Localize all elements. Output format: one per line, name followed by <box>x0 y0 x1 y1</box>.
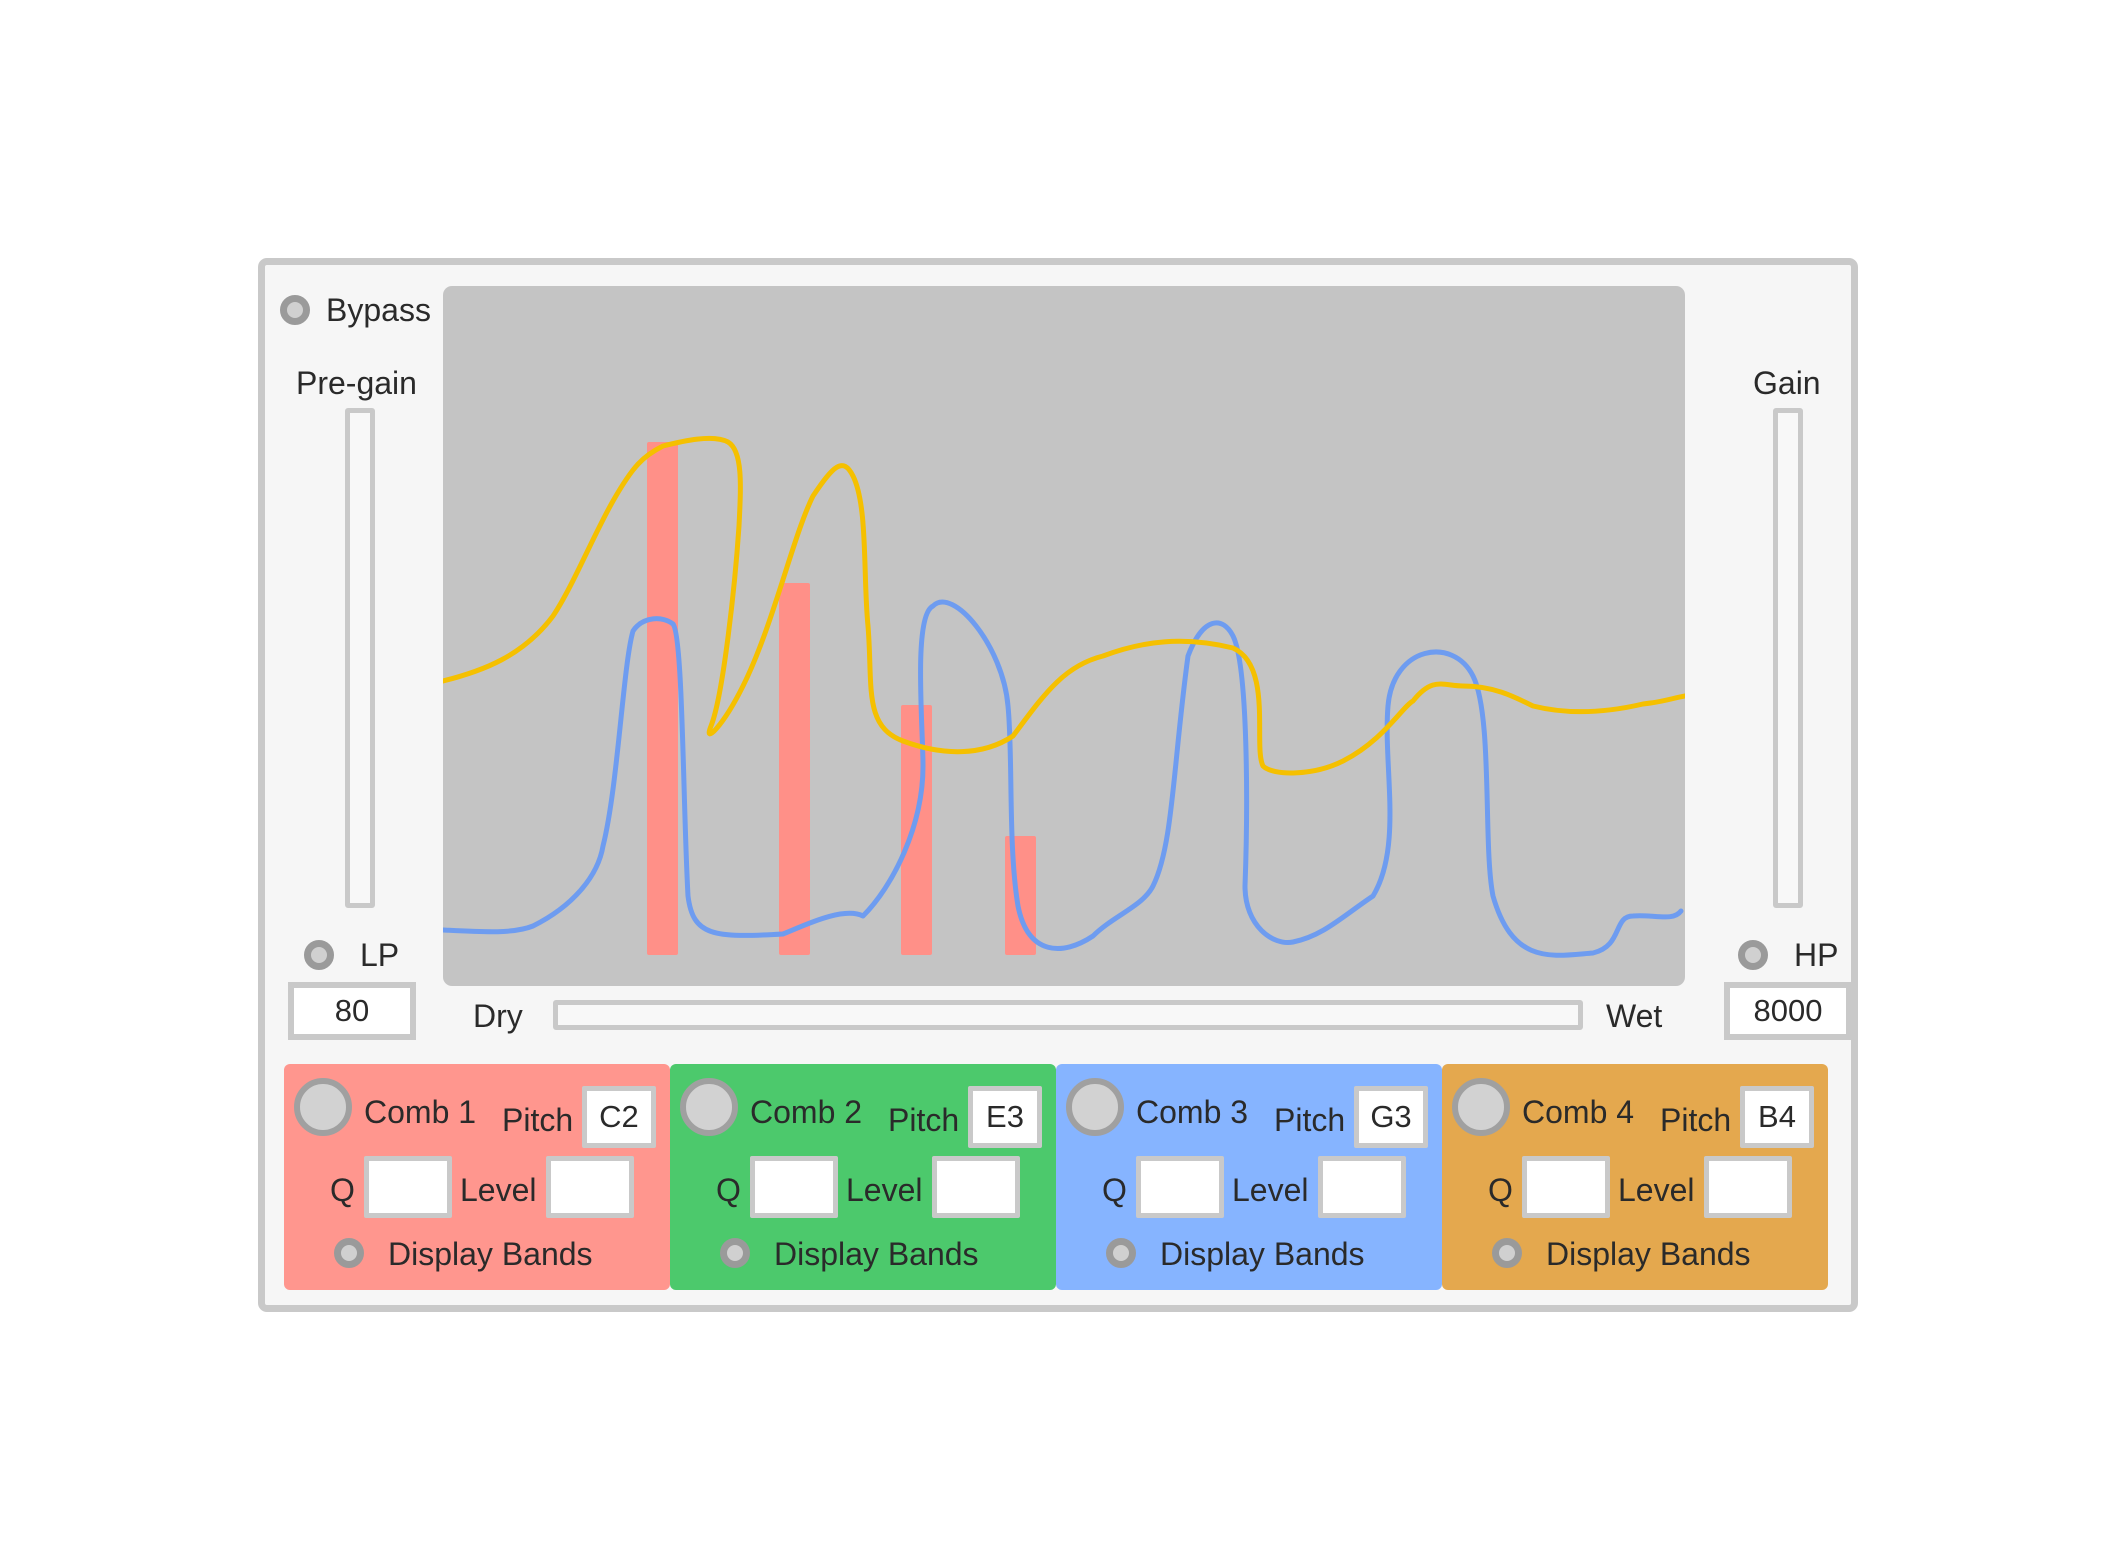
response-plot <box>443 286 1685 986</box>
comb-4-level-label: Level <box>1618 1172 1695 1208</box>
comb-4-level-field[interactable] <box>1704 1156 1792 1218</box>
comb-3-pitch-field[interactable]: G3 <box>1354 1086 1428 1148</box>
lp-frequency-field[interactable]: 80 <box>288 982 416 1040</box>
hp-frequency-field[interactable]: 8000 <box>1724 982 1852 1040</box>
comb-3-q-field[interactable] <box>1136 1156 1224 1218</box>
wet-label: Wet <box>1606 998 1663 1034</box>
comb-4-pitch-field[interactable]: B4 <box>1740 1086 1814 1148</box>
comb-module-3: Comb 3 Pitch G3 Q Level Display Bands <box>1056 1064 1442 1290</box>
band-bar-2 <box>779 583 810 955</box>
dry-wet-slider[interactable] <box>553 1000 1583 1030</box>
comb-2-q-label: Q <box>716 1172 741 1208</box>
pregain-slider[interactable] <box>345 408 375 908</box>
hp-label: HP <box>1794 937 1839 973</box>
comb-3-display-bands-radio[interactable] <box>1106 1238 1136 1268</box>
comb-3-q-label: Q <box>1102 1172 1127 1208</box>
comb-module-2: Comb 2 Pitch E3 Q Level Display Bands <box>670 1064 1056 1290</box>
comb-3-display-bands-label: Display Bands <box>1160 1236 1365 1272</box>
response-plot-svg <box>443 435 1685 958</box>
dry-label: Dry <box>473 998 523 1034</box>
comb-1-level-field[interactable] <box>546 1156 634 1218</box>
comb-2-q-field[interactable] <box>750 1156 838 1218</box>
comb-2-pitch-label: Pitch <box>888 1102 960 1138</box>
band-bar-1 <box>647 442 678 955</box>
bypass-label: Bypass <box>326 292 431 328</box>
yellow-response-curve <box>443 435 1685 776</box>
comb-2-level-field[interactable] <box>932 1156 1020 1218</box>
comb-3-knob[interactable] <box>1066 1078 1124 1136</box>
comb-3-level-label: Level <box>1232 1172 1309 1208</box>
comb-4-q-label: Q <box>1488 1172 1513 1208</box>
comb-2-display-bands-radio[interactable] <box>720 1238 750 1268</box>
comb-4-pitch-label: Pitch <box>1660 1102 1732 1138</box>
comb-1-level-label: Level <box>460 1172 537 1208</box>
comb-1-title: Comb 1 <box>364 1094 477 1130</box>
comb-1-q-label: Q <box>330 1172 355 1208</box>
gain-slider[interactable] <box>1773 408 1803 908</box>
hp-radio[interactable] <box>1738 940 1768 970</box>
comb-4-display-bands-radio[interactable] <box>1492 1238 1522 1268</box>
comb-1-q-field[interactable] <box>364 1156 452 1218</box>
comb-module-4: Comb 4 Pitch B4 Q Level Display Bands <box>1442 1064 1828 1290</box>
comb-2-title: Comb 2 <box>750 1094 863 1130</box>
comb-4-q-field[interactable] <box>1522 1156 1610 1218</box>
comb-2-knob[interactable] <box>680 1078 738 1136</box>
comb-1-pitch-field[interactable]: C2 <box>582 1086 656 1148</box>
comb-3-pitch-label: Pitch <box>1274 1102 1346 1138</box>
comb-1-knob[interactable] <box>294 1078 352 1136</box>
comb-2-display-bands-label: Display Bands <box>774 1236 979 1272</box>
comb-2-level-label: Level <box>846 1172 923 1208</box>
comb-4-display-bands-label: Display Bands <box>1546 1236 1751 1272</box>
blue-response-curve <box>443 599 1684 958</box>
lp-radio[interactable] <box>304 940 334 970</box>
comb-1-display-bands-radio[interactable] <box>334 1238 364 1268</box>
comb-1-pitch-label: Pitch <box>502 1102 574 1138</box>
comb-4-title: Comb 4 <box>1522 1094 1635 1130</box>
comb-module-1: Comb 1 Pitch C2 Q Level Display Bands <box>284 1064 670 1290</box>
comb-3-title: Comb 3 <box>1136 1094 1249 1130</box>
bypass-radio[interactable] <box>280 295 310 325</box>
lp-label: LP <box>360 937 400 973</box>
comb-2-pitch-field[interactable]: E3 <box>968 1086 1042 1148</box>
comb-3-level-field[interactable] <box>1318 1156 1406 1218</box>
gain-label: Gain <box>1753 365 1821 401</box>
comb-1-display-bands-label: Display Bands <box>388 1236 593 1272</box>
pregain-label: Pre-gain <box>296 365 417 401</box>
comb-4-knob[interactable] <box>1452 1078 1510 1136</box>
